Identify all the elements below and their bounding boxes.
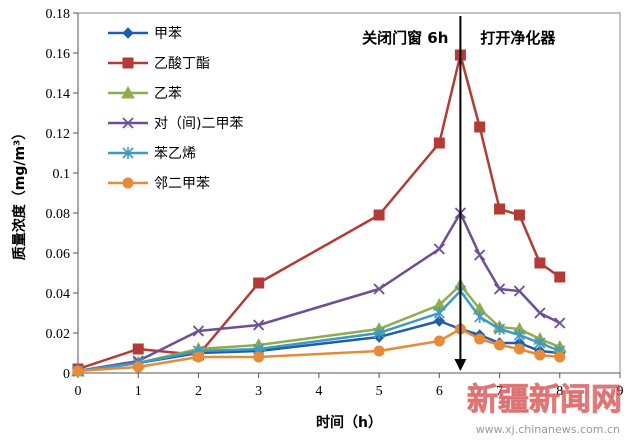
annotation-open-purifier: 打开净化器 — [480, 29, 556, 47]
series-line — [77, 289, 561, 373]
x-tick-label: 8 — [556, 384, 563, 399]
y-tick-label: 0.18 — [46, 7, 71, 22]
data-point-x — [493, 283, 506, 295]
data-point-x — [192, 325, 205, 337]
y-axis-title: 质量浓度（mg/m³） — [11, 126, 28, 260]
data-point-x — [513, 285, 526, 297]
data-point-square — [373, 209, 385, 221]
data-point-circle — [373, 345, 385, 357]
data-point-x — [554, 317, 566, 329]
legend-label: 苯乙烯 — [154, 145, 196, 162]
data-point-square — [554, 271, 566, 283]
data-point-circle — [433, 335, 445, 347]
annotations: 关闭门窗 6h 打开净化器 — [362, 16, 556, 371]
axes: 0 1 2 3 4 5 6 7 8 9 0 0.02 0.04 0.06 0.08 0.1 0.12 0.14 0.… — [46, 7, 624, 399]
data-point-x — [373, 283, 385, 295]
series-line — [77, 211, 561, 373]
data-point-asterisk — [513, 329, 525, 341]
data-point-square — [474, 121, 486, 133]
watermark: 新疆新闻网 www.xj.chinanews.com.cn — [467, 382, 623, 437]
data-point-square — [253, 277, 265, 289]
x-axis-title: 时间（h） — [316, 414, 382, 431]
data-point-square — [513, 209, 525, 221]
legend-label: 乙苯 — [154, 85, 182, 102]
x-tick-label: 9 — [617, 384, 624, 399]
legend-label: 甲苯 — [154, 25, 182, 42]
data-point-circle — [474, 333, 486, 345]
legend-item: 苯乙烯 — [108, 145, 196, 162]
x-tick-label: 5 — [376, 384, 383, 399]
data-point-x — [534, 307, 546, 319]
x-tick-label: 0 — [75, 384, 82, 399]
data-point-asterisk — [433, 307, 445, 319]
y-tick-label: 0.1 — [53, 167, 71, 182]
data-point-circle — [192, 351, 204, 363]
data-point-x — [253, 319, 265, 331]
data-point-square — [534, 257, 546, 269]
legend-label: 邻二甲苯 — [154, 175, 210, 192]
legend-item: 对（间)二甲苯 — [108, 115, 243, 132]
data-point-x — [474, 249, 486, 261]
y-tick-label: 0.16 — [46, 47, 71, 62]
y-tick-label: 0.08 — [46, 207, 71, 222]
data-point-circle — [534, 349, 546, 361]
y-tick-label: 0.14 — [46, 87, 71, 102]
data-point-triangle — [121, 85, 135, 99]
event-arrow-head — [454, 359, 467, 371]
y-tick-label: 0.04 — [46, 287, 71, 302]
data-point-diamond — [122, 27, 134, 39]
x-tick-label: 6 — [436, 384, 443, 399]
legend-item: 邻二甲苯 — [108, 175, 210, 192]
series-3 — [72, 207, 566, 377]
y-tick-label: 0.02 — [46, 327, 71, 342]
data-point-diamond — [433, 315, 446, 327]
series-5 — [72, 323, 566, 377]
x-tick-label: 2 — [195, 384, 202, 399]
y-tick-label: 0.06 — [46, 247, 71, 262]
data-point-x — [122, 117, 134, 129]
data-point-circle — [122, 177, 134, 189]
legend-item: 甲苯 — [108, 25, 182, 42]
data-point-asterisk — [373, 327, 385, 339]
x-tick-label: 4 — [315, 384, 322, 399]
data-point-square — [122, 57, 134, 69]
y-tick-label: 0.12 — [46, 127, 71, 142]
data-point-circle — [72, 365, 84, 377]
series-1 — [72, 49, 566, 375]
watermark-url: www.xj.chinanews.com.cn — [476, 423, 620, 436]
data-point-square — [494, 203, 506, 215]
data-point-circle — [494, 339, 506, 351]
legend-item: 乙苯 — [108, 85, 182, 102]
data-point-asterisk — [493, 323, 506, 335]
legend-item: 乙酸丁酯 — [108, 56, 210, 72]
watermark-logo-text: 新疆新闻网 — [467, 382, 622, 418]
data-point-square — [132, 343, 144, 355]
data-point-circle — [513, 343, 525, 355]
data-point-x — [433, 243, 445, 255]
data-point-asterisk — [122, 147, 134, 159]
data-point-square — [433, 137, 445, 149]
data-point-asterisk — [474, 311, 486, 323]
y-tick-label: 0 — [63, 367, 70, 382]
data-point-circle — [253, 351, 265, 363]
data-point-circle — [554, 351, 566, 363]
legend-label: 对（间)二甲苯 — [154, 115, 243, 132]
annotation-close-windows: 关闭门窗 6h — [362, 29, 448, 47]
x-tick-label: 7 — [496, 384, 503, 399]
data-point-asterisk — [534, 337, 546, 349]
data-point-circle — [132, 361, 144, 373]
legend-label: 乙酸丁酯 — [154, 56, 210, 72]
series-line — [77, 283, 561, 373]
series-layer — [71, 49, 567, 377]
x-tick-label: 3 — [255, 384, 262, 399]
x-tick-label: 1 — [135, 384, 142, 399]
series-line — [77, 319, 560, 373]
series-4 — [72, 285, 566, 377]
